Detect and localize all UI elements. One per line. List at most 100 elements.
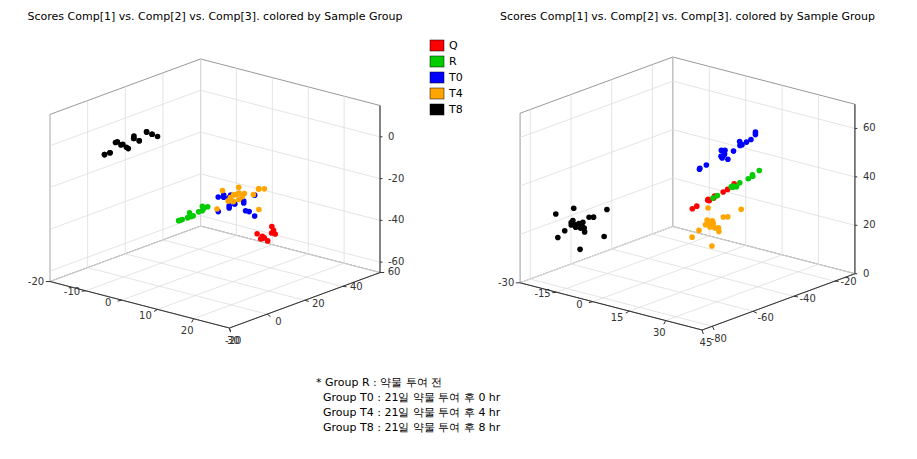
- annotation-line: Group T4 : 21일 약물 투여 후 4 hr: [316, 406, 501, 419]
- z-tick-label: -40: [388, 214, 404, 225]
- y-tick: [794, 296, 798, 298]
- y-tick-label: 40: [350, 281, 363, 292]
- grid-line: [611, 80, 612, 250]
- point: [753, 129, 759, 135]
- y-tick-label: -80: [711, 333, 727, 344]
- point: [262, 186, 268, 192]
- annotation: * Group R : 약물 투여 전 Group T0 : 21일 약물 투여…: [316, 376, 501, 434]
- grid-line: [201, 174, 380, 221]
- legend-label: R: [449, 55, 457, 68]
- grid-line: [854, 104, 855, 274]
- axes: -20-100102030-200204060-60-40-200: [28, 105, 405, 346]
- grid-line: [201, 90, 380, 137]
- title: Scores Comp[1] vs. Comp[2] vs. Comp[3]. …: [500, 10, 875, 23]
- grid-line: [673, 130, 855, 177]
- point: [756, 168, 762, 174]
- grid-line: [201, 226, 380, 273]
- point: [144, 129, 150, 135]
- grid-line: [652, 234, 834, 281]
- grid-line: [236, 68, 237, 235]
- legend-swatch: [430, 40, 444, 51]
- x-tick-label: -30: [498, 277, 514, 288]
- point: [719, 148, 725, 154]
- series: [697, 129, 759, 172]
- series: [553, 206, 610, 253]
- point: [553, 211, 559, 217]
- grid-line: [201, 132, 380, 179]
- y-tick-label: -20: [840, 276, 856, 287]
- legend-item: T0: [430, 71, 463, 84]
- point: [689, 234, 695, 240]
- point: [201, 205, 207, 211]
- x-tick-label: -10: [64, 286, 80, 297]
- y-tick: [380, 272, 384, 273]
- grid-line: [87, 101, 88, 268]
- x-tick-label: -15: [534, 288, 550, 299]
- grid-line: [308, 87, 309, 254]
- point: [725, 156, 731, 162]
- points: [102, 129, 278, 244]
- grid-line: [652, 65, 653, 235]
- grid-line: [200, 59, 201, 226]
- legend-item: T8: [430, 103, 463, 116]
- grid-line: [50, 216, 201, 271]
- point: [254, 231, 260, 237]
- grid-line: [200, 59, 201, 226]
- z-tick: [380, 262, 382, 263]
- point: [190, 213, 196, 219]
- point: [601, 234, 607, 240]
- point: [241, 200, 247, 206]
- grid-line: [125, 254, 304, 301]
- grid-line: [163, 240, 342, 287]
- grid-line: [380, 105, 381, 272]
- x-axis-line: [520, 283, 702, 330]
- grid-line: [520, 81, 673, 137]
- x-tick-label: 20: [181, 325, 194, 336]
- series: [710, 168, 762, 201]
- x-tick-label: 0: [576, 299, 582, 310]
- grid-line: [520, 227, 673, 283]
- point: [704, 162, 710, 168]
- legend-item: Q: [430, 39, 458, 52]
- point: [734, 184, 740, 190]
- x-tick: [154, 309, 158, 311]
- z-axis-line: [854, 104, 855, 274]
- point: [136, 138, 142, 144]
- point: [102, 152, 108, 158]
- point: [149, 131, 155, 137]
- y-tick-label: -60: [757, 312, 773, 323]
- point: [144, 129, 150, 135]
- x-tick: [516, 282, 520, 283]
- legend-swatch: [430, 56, 444, 67]
- point: [185, 215, 191, 221]
- grid-line: [556, 236, 709, 292]
- grid-line: [520, 178, 673, 234]
- grid-line: [782, 85, 783, 255]
- legend-label: T8: [448, 103, 463, 116]
- grid-line: [673, 81, 855, 128]
- grid-line: [162, 73, 163, 240]
- annotation-line: Group T8 : 21일 약물 투여 후 8 hr: [316, 421, 501, 434]
- point: [748, 137, 754, 143]
- point: [696, 228, 702, 234]
- panel: -20-100102030-200204060-60-40-200: [28, 59, 405, 347]
- point: [120, 141, 126, 147]
- point: [709, 243, 715, 249]
- point: [721, 214, 727, 220]
- grid-line: [818, 95, 819, 265]
- z-tick: [855, 176, 857, 177]
- x-tick: [664, 321, 666, 325]
- grid-line: [50, 114, 51, 281]
- grid-line: [229, 273, 380, 328]
- legend: QRT0T4T8: [430, 39, 463, 116]
- grid-line: [50, 174, 201, 229]
- series: [102, 129, 161, 157]
- point: [731, 148, 737, 154]
- z-tick: [380, 136, 382, 137]
- z-axis-line: [380, 105, 381, 272]
- z-tick-label: 60: [863, 122, 876, 133]
- x-tick-label: 0: [105, 297, 111, 308]
- grid-line: [50, 132, 201, 187]
- z-tick-label: -20: [388, 173, 404, 184]
- point: [136, 138, 142, 144]
